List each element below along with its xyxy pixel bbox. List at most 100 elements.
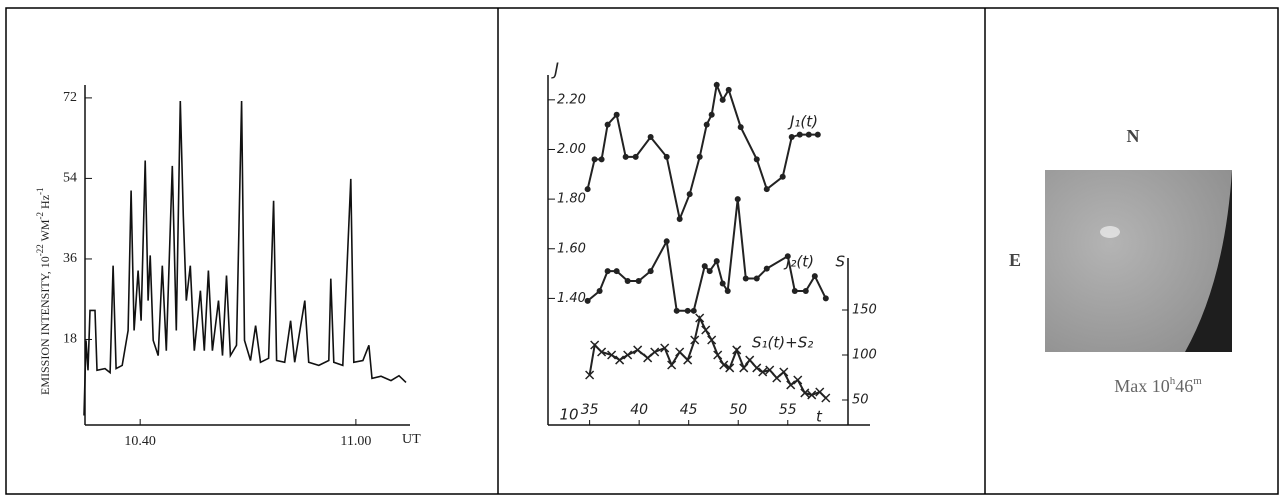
data-point <box>742 275 749 282</box>
data-point <box>635 278 642 285</box>
data-point <box>822 295 829 302</box>
data-point <box>613 268 620 275</box>
data-point <box>791 287 798 294</box>
data-line <box>83 100 407 416</box>
x-tick-label: 11.00 <box>340 434 371 449</box>
data-point <box>647 268 654 275</box>
data-point <box>732 345 742 355</box>
y-tick-label: 1.60 <box>557 241 586 256</box>
data-point <box>713 350 723 360</box>
data-point <box>719 360 729 370</box>
data-point <box>807 390 817 400</box>
data-point <box>713 258 720 265</box>
y2-tick-label: 100 <box>852 347 877 362</box>
caption: Max 10h46m <box>1114 375 1202 397</box>
data-point <box>676 215 683 222</box>
y-tick-label: 54 <box>63 171 77 186</box>
data-point <box>763 265 770 272</box>
data-point <box>796 131 803 138</box>
series-label: J₁(t) <box>787 113 818 131</box>
data-point <box>690 307 697 314</box>
y-axis-label-part: WM <box>38 219 52 244</box>
x-tick-label: 55 <box>779 402 797 418</box>
data-point <box>707 335 717 345</box>
data-point <box>591 156 598 163</box>
data-point <box>613 111 620 118</box>
data-point <box>724 287 731 294</box>
data-point <box>624 278 631 285</box>
data-point <box>779 173 786 180</box>
series-label: J₂(t) <box>783 253 814 271</box>
y-tick-label: 1.80 <box>557 192 586 207</box>
data-point <box>596 287 603 294</box>
data-point <box>737 124 744 131</box>
data-point <box>753 275 760 282</box>
y-tick-label: 18 <box>63 332 77 347</box>
x-tick-label: 10.40 <box>124 434 156 449</box>
data-point <box>667 360 677 370</box>
data-point <box>793 375 803 385</box>
data-point <box>713 81 720 88</box>
data-point <box>650 347 660 357</box>
north-label: N <box>1127 126 1140 146</box>
data-point <box>684 307 691 314</box>
solar-image <box>1045 170 1232 352</box>
y2-tick-label: 50 <box>852 392 869 407</box>
y-axis-label-part: -2 <box>35 212 45 220</box>
frame <box>5 7 1279 495</box>
x-axis-label: UT <box>402 432 421 447</box>
data-point <box>725 86 732 93</box>
data-point <box>753 156 760 163</box>
data-point <box>683 355 693 365</box>
data-point <box>703 121 710 128</box>
data-point <box>584 186 591 193</box>
data-point <box>758 367 768 377</box>
y-axis-label-part: -1 <box>35 187 45 195</box>
data-point <box>607 350 617 360</box>
data-point <box>647 134 654 141</box>
data-point <box>663 238 670 245</box>
data-point <box>643 353 653 363</box>
x-tick-label: 35 <box>581 402 599 418</box>
y-tick-label: 2.00 <box>557 142 586 157</box>
x-tick-prefix: 10 <box>560 406 579 424</box>
y-tick-label: 1.40 <box>557 291 586 306</box>
data-line <box>588 315 827 399</box>
data-point <box>622 153 629 160</box>
data-point <box>632 153 639 160</box>
data-point <box>695 313 705 323</box>
y-tick-label: 2.20 <box>557 92 586 107</box>
data-point <box>739 363 749 373</box>
data-point <box>633 345 643 355</box>
data-point <box>584 297 591 304</box>
data-point <box>615 355 625 365</box>
data-point <box>598 156 605 163</box>
data-point <box>784 253 791 260</box>
caption-part: 46 <box>1175 376 1193 396</box>
data-point <box>734 196 741 203</box>
data-point <box>719 96 726 103</box>
data-point <box>585 370 595 380</box>
data-point <box>763 186 770 193</box>
data-point <box>706 268 713 275</box>
data-point <box>675 347 685 357</box>
data-point <box>604 121 611 128</box>
y-axis-label-part: EMISSION INTENSITY, 10 <box>38 256 52 395</box>
data-point <box>701 325 711 335</box>
data-point <box>805 131 812 138</box>
data-point <box>719 280 726 287</box>
data-point <box>597 347 607 357</box>
data-point <box>779 367 789 377</box>
series-label: S₁(t)+S₂ <box>752 334 813 352</box>
data-point <box>686 191 693 198</box>
data-point <box>690 335 700 345</box>
data-point <box>788 134 795 141</box>
data-point <box>590 340 600 350</box>
data-point <box>660 343 670 353</box>
data-line <box>586 81 818 223</box>
data-point <box>745 355 755 365</box>
flare <box>1100 226 1120 238</box>
east-label: E <box>1009 250 1021 270</box>
data-point <box>708 111 715 118</box>
